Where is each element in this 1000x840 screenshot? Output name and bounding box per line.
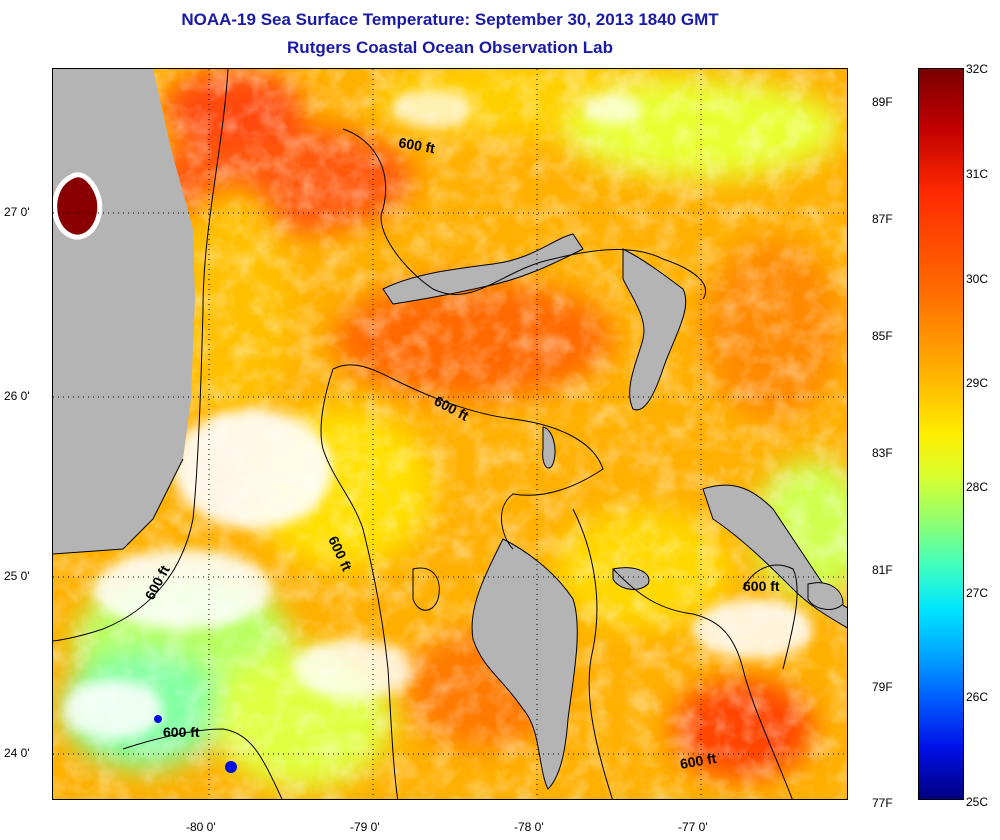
map-title: NOAA-19 Sea Surface Temperature: Septemb… — [181, 10, 719, 29]
colorbar-f-label: 77F — [872, 796, 893, 810]
lon-label-80: -80 0' — [186, 820, 216, 834]
colorbar-c-label: 27C — [966, 586, 989, 600]
lon-label-79: -79 0' — [350, 820, 380, 834]
colorbar-c-label: 30C — [966, 272, 989, 286]
abaco-island — [622, 248, 687, 411]
andros-island — [471, 538, 578, 790]
isobath-contours — [53, 69, 798, 799]
colorbar-c-label: 28C — [966, 480, 989, 494]
contour-label: 600 ft — [163, 724, 200, 740]
colorbar-c-label: 26C — [966, 690, 989, 704]
colorbar-c-label: 29C — [966, 376, 989, 390]
colorbar-f-label: 83F — [872, 446, 893, 460]
lat-label-26: 26 0' — [4, 389, 30, 403]
colorbar-f-label: 87F — [872, 212, 893, 226]
lat-label-24: 24 0' — [4, 746, 30, 760]
sst-map[interactable]: 600 ft 600 ft 600 ft 600 ft 600 ft 600 f… — [52, 68, 848, 800]
lon-label-78: -78 0' — [514, 820, 544, 834]
graticule — [53, 69, 847, 799]
colorbar-f-label: 89F — [872, 95, 893, 109]
cold-spot — [225, 761, 237, 773]
colorbar-c-label: 32C — [966, 62, 989, 76]
temperature-colorbar — [918, 68, 964, 800]
small-cay — [612, 567, 650, 590]
colorbar-f-label: 79F — [872, 680, 893, 694]
contour-label: 600 ft — [679, 750, 718, 772]
berry-islands — [542, 426, 556, 469]
map-subtitle: Rutgers Coastal Ocean Observation Lab — [287, 38, 613, 57]
small-cay — [807, 582, 844, 610]
colorbar-c-label: 25C — [966, 795, 989, 809]
contour-label: 600 ft — [397, 134, 436, 156]
contour-label: 600 ft — [743, 578, 780, 594]
colorbar-f-label: 85F — [872, 329, 893, 343]
colorbar-f-label: 81F — [872, 563, 893, 577]
sst-map-canvas: 600 ft 600 ft 600 ft 600 ft 600 ft 600 f… — [53, 69, 847, 799]
lake-okeechobee — [53, 172, 103, 240]
colorbar-c-label: 31C — [966, 167, 989, 181]
cold-spot — [154, 715, 162, 723]
lat-label-27: 27 0' — [4, 205, 30, 219]
lat-label-25: 25 0' — [4, 569, 30, 583]
lon-label-77: -77 0' — [678, 820, 708, 834]
